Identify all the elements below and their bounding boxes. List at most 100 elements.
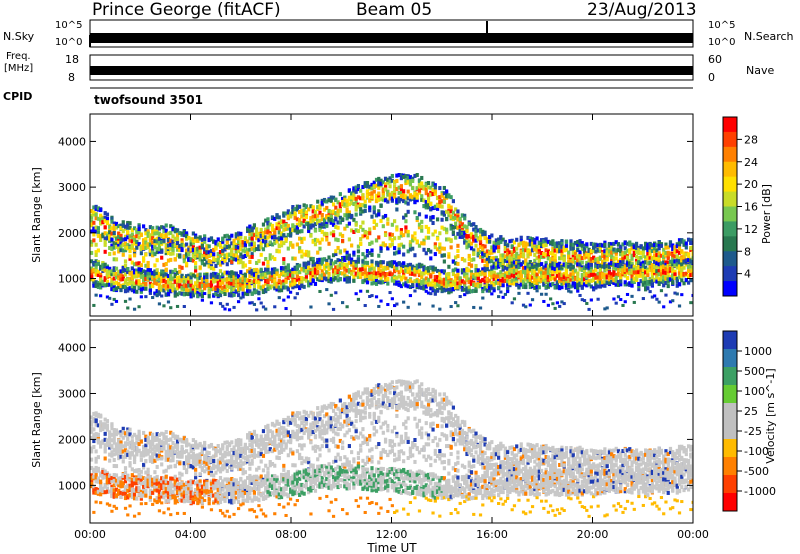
power-cell [431, 215, 435, 220]
power-cell [492, 270, 496, 275]
power-cell [105, 295, 110, 299]
power-cell [169, 245, 173, 250]
power-cell [284, 227, 288, 232]
power-cell [487, 286, 492, 291]
power-cell [209, 249, 214, 254]
power-cell [121, 220, 125, 225]
power-cell [634, 273, 639, 278]
power-cell [485, 277, 489, 282]
power-cell [248, 259, 252, 264]
power-cell [435, 268, 440, 273]
power-cell [236, 248, 241, 253]
power-cell [442, 210, 446, 215]
power-cell [123, 241, 128, 246]
power-cell [110, 247, 114, 252]
power-cell [659, 263, 664, 268]
power-cell [619, 265, 623, 270]
power-cell [96, 261, 100, 266]
power-cell [472, 257, 476, 262]
power-cell [130, 276, 134, 281]
power-cell [492, 264, 496, 269]
power-cell [653, 253, 657, 258]
power-cell [209, 282, 214, 287]
power-cell [225, 270, 229, 275]
power-cell [246, 251, 250, 256]
power-cell [377, 185, 381, 190]
power-cell [628, 261, 632, 266]
power-cell [449, 214, 453, 219]
power-cell [130, 239, 134, 244]
power-cell [399, 242, 403, 247]
power-cell [103, 249, 107, 254]
power-cell [383, 185, 388, 190]
power-cell [173, 243, 177, 248]
power-cell [203, 275, 207, 280]
power-cell [411, 176, 415, 181]
power-cell [112, 287, 116, 292]
power-cell [123, 268, 128, 273]
power-cell [447, 275, 451, 280]
power-cell [417, 281, 422, 286]
power-cell [456, 225, 460, 230]
power-cell [377, 263, 381, 268]
power-cell [160, 225, 164, 230]
power-cell [298, 249, 302, 254]
power-cell [144, 243, 148, 248]
power-cell [560, 273, 564, 278]
power-cell [196, 247, 200, 252]
power-cell [279, 240, 284, 245]
power-cell [564, 285, 569, 290]
power-cell [445, 237, 449, 242]
power-cell [216, 251, 220, 256]
power-cell [347, 253, 351, 258]
power-cell [171, 239, 175, 244]
power-cell [657, 246, 661, 251]
power-cell [542, 265, 546, 270]
power-cell [494, 238, 498, 243]
power-cell [361, 185, 365, 190]
power-cell [415, 239, 419, 244]
power-cell [567, 255, 571, 260]
power-cell [352, 193, 356, 198]
power-cell [225, 245, 229, 250]
power-cell [465, 272, 469, 277]
power-cell [304, 215, 309, 220]
power-cell [293, 265, 297, 270]
power-cell [137, 285, 141, 290]
power-cell [243, 272, 247, 277]
power-cell [386, 263, 390, 268]
power-cell [92, 278, 96, 283]
power-cell [295, 264, 299, 269]
power-cell [655, 264, 659, 269]
power-cell [393, 194, 397, 199]
power-cell [447, 213, 451, 218]
power-cell [139, 270, 143, 275]
power-cell [241, 254, 245, 259]
power-cell [338, 259, 342, 264]
power-cell [151, 226, 155, 231]
power-cell [135, 229, 139, 234]
power-cell [227, 285, 232, 290]
power-cell [603, 249, 607, 254]
power-cell [422, 198, 426, 203]
power-cell [164, 268, 168, 273]
power-cell [506, 286, 510, 291]
power-cell [151, 253, 155, 258]
power-cell [558, 245, 562, 250]
power-cell [553, 306, 557, 310]
power-cell [230, 274, 234, 279]
power-cell [623, 273, 627, 278]
power-cell [300, 276, 304, 281]
power-cell [370, 259, 374, 264]
power-cell [641, 297, 645, 301]
power-cell [393, 189, 397, 194]
power-cell [92, 228, 96, 233]
power-cell [494, 274, 498, 279]
power-cell [189, 240, 193, 245]
power-cell [268, 230, 272, 235]
power-cell [214, 263, 218, 268]
power-cell [282, 270, 286, 275]
power-cell [612, 247, 616, 252]
power-cell [184, 291, 189, 296]
power-cell [372, 219, 376, 224]
